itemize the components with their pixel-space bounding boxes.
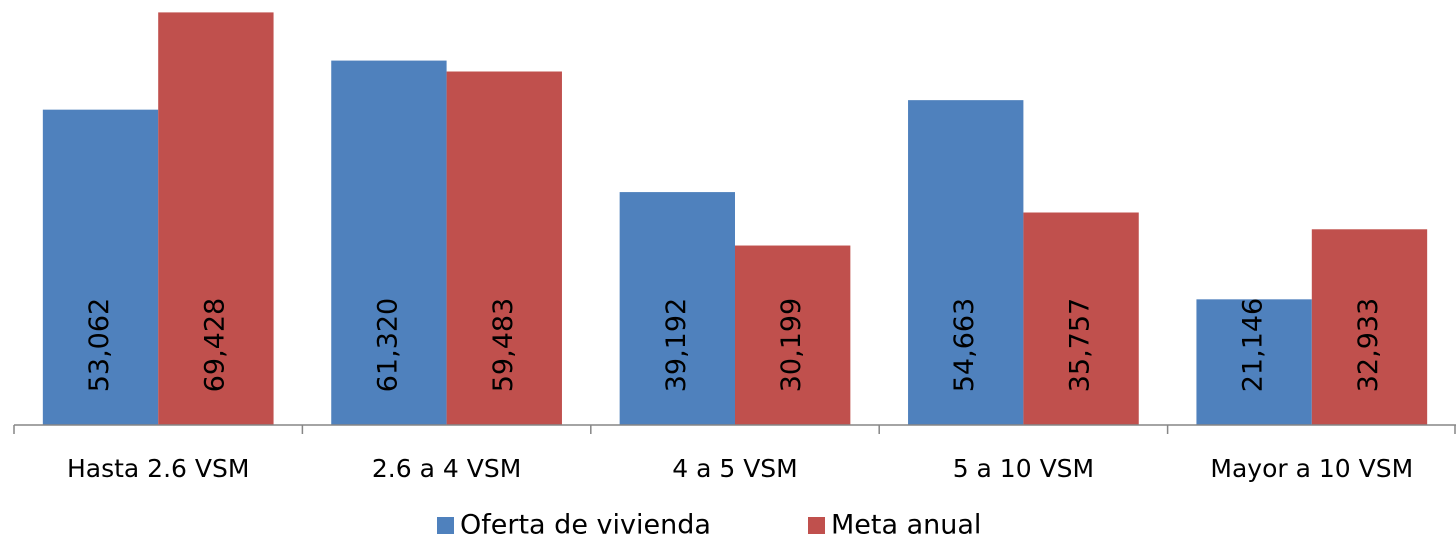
legend-swatch bbox=[808, 517, 825, 534]
bar bbox=[1023, 212, 1139, 425]
bar bbox=[1196, 299, 1312, 425]
data-label: 21,146 bbox=[1238, 298, 1269, 392]
data-label: 39,192 bbox=[661, 298, 692, 392]
bar bbox=[908, 100, 1024, 425]
data-label: 59,483 bbox=[488, 298, 519, 392]
bar bbox=[158, 12, 274, 425]
data-label: 54,663 bbox=[949, 298, 980, 392]
data-label: 30,199 bbox=[776, 298, 807, 392]
data-label: 61,320 bbox=[372, 298, 403, 392]
x-tick-label: 4 a 5 VSM bbox=[672, 454, 798, 483]
bar bbox=[446, 71, 562, 425]
data-label: 35,757 bbox=[1065, 298, 1096, 392]
bar bbox=[619, 192, 735, 425]
bar bbox=[42, 109, 159, 426]
data-label: 69,428 bbox=[199, 298, 230, 392]
legend-swatch bbox=[437, 517, 454, 534]
bar bbox=[331, 60, 447, 426]
x-tick-label: 2.6 a 4 VSM bbox=[372, 454, 521, 483]
x-tick-label: 5 a 10 VSM bbox=[953, 454, 1094, 483]
legend-label: Meta anual bbox=[831, 510, 981, 541]
bar bbox=[1311, 229, 1428, 425]
bar bbox=[735, 245, 851, 425]
x-tick-label: Hasta 2.6 VSM bbox=[67, 454, 249, 483]
legend-label: Oferta de vivienda bbox=[460, 510, 711, 541]
x-tick-label: Mayor a 10 VSM bbox=[1210, 454, 1413, 483]
data-label: 53,062 bbox=[84, 298, 115, 392]
data-label: 32,933 bbox=[1353, 298, 1384, 392]
